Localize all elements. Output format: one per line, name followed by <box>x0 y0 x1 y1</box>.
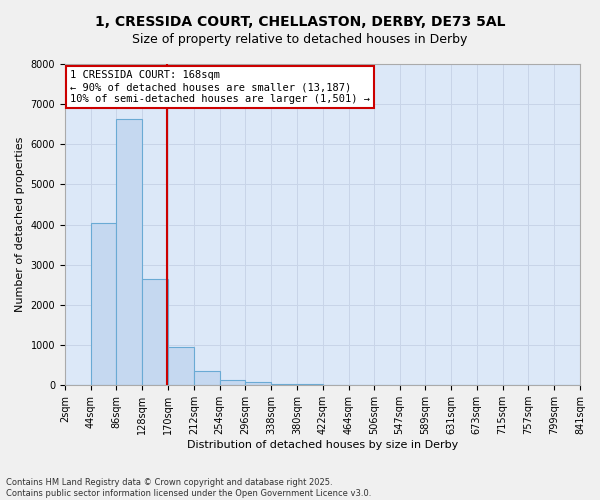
Text: Contains HM Land Registry data © Crown copyright and database right 2025.
Contai: Contains HM Land Registry data © Crown c… <box>6 478 371 498</box>
Bar <box>194 371 220 385</box>
Bar <box>168 347 194 385</box>
Bar <box>245 382 271 385</box>
Y-axis label: Number of detached properties: Number of detached properties <box>15 137 25 312</box>
Bar <box>142 279 168 385</box>
Text: 1, CRESSIDA COURT, CHELLASTON, DERBY, DE73 5AL: 1, CRESSIDA COURT, CHELLASTON, DERBY, DE… <box>95 15 505 29</box>
Text: 1 CRESSIDA COURT: 168sqm
← 90% of detached houses are smaller (13,187)
10% of se: 1 CRESSIDA COURT: 168sqm ← 90% of detach… <box>70 70 370 104</box>
X-axis label: Distribution of detached houses by size in Derby: Distribution of detached houses by size … <box>187 440 458 450</box>
Bar <box>297 384 323 385</box>
Bar <box>220 380 245 385</box>
Text: Size of property relative to detached houses in Derby: Size of property relative to detached ho… <box>133 32 467 46</box>
Bar <box>91 224 116 385</box>
Bar <box>271 384 297 385</box>
Bar <box>116 120 142 385</box>
